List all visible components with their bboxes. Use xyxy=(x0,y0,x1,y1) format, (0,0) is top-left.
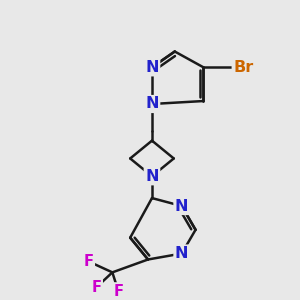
Text: N: N xyxy=(145,169,159,184)
Text: N: N xyxy=(175,199,188,214)
Text: N: N xyxy=(145,60,159,75)
Text: F: F xyxy=(92,280,101,295)
Text: Br: Br xyxy=(233,60,253,75)
Text: F: F xyxy=(113,284,123,299)
Text: N: N xyxy=(145,97,159,112)
Text: F: F xyxy=(84,254,94,269)
Text: N: N xyxy=(175,246,188,261)
